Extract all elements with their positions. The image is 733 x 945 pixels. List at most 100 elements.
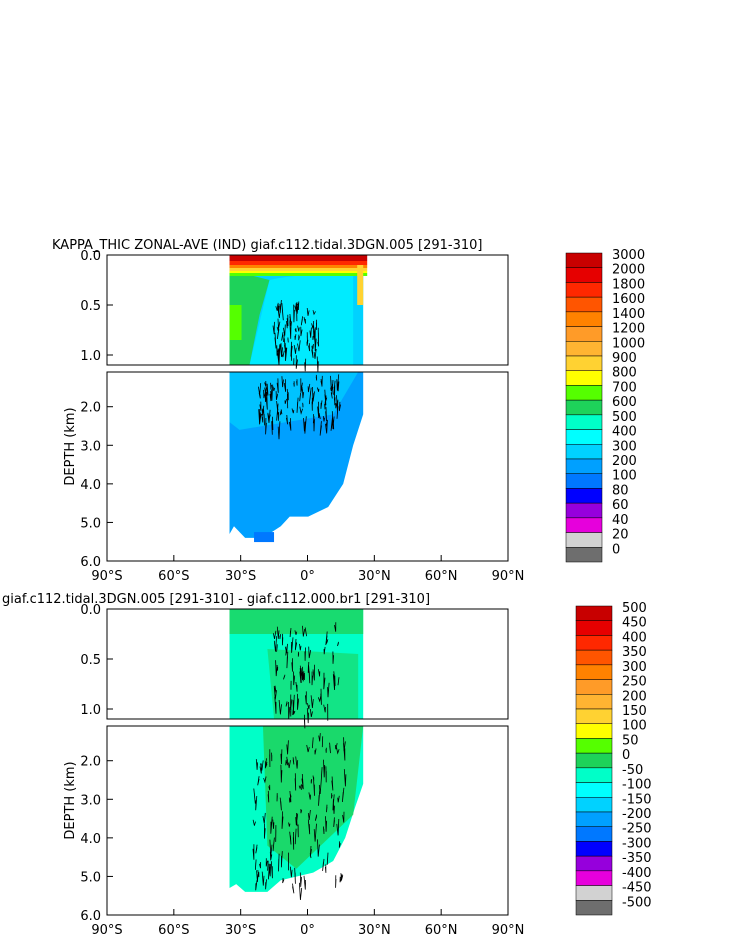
chart-title: giaf.c112.tidal.3DGN.005 [291-310] - gia… [2, 592, 430, 607]
colorbar-label: 100 [612, 469, 637, 484]
colorbar-swatch [575, 752, 613, 769]
colorbar-label: -200 [622, 807, 652, 822]
colorbar-swatch [565, 326, 603, 342]
colorbar-label: -150 [622, 792, 652, 807]
colorbar-label: 1400 [612, 307, 645, 322]
colorbar-swatch [565, 296, 603, 313]
y-axis-label: DEPTH (km) [63, 407, 78, 485]
colorbar-label: 1600 [612, 292, 645, 307]
x-tick-label: 30°N [358, 569, 391, 584]
panel-2: giaf.c112.tidal.3DGN.005 [291-310] - gia… [2, 592, 652, 938]
colorbar-swatch [565, 473, 603, 489]
x-tick-label: 90°S [91, 569, 122, 584]
colorbar-swatch [565, 355, 603, 371]
colorbar-label: -250 [622, 822, 652, 837]
colorbar-swatch [575, 826, 613, 842]
colorbar-swatch [565, 547, 603, 563]
y-tick-label: 1.0 [80, 349, 101, 364]
x-tick-label: 30°S [225, 923, 256, 938]
colorbar-label: 400 [622, 630, 647, 645]
colorbar-swatch [575, 855, 613, 872]
field-upper-top [229, 609, 364, 634]
contour-noise [258, 374, 341, 440]
y-axis-label: DEPTH (km) [63, 761, 78, 839]
colorbar-label: 500 [622, 601, 647, 616]
colorbar-swatch [575, 664, 613, 680]
colorbar-swatch [565, 502, 603, 519]
y-tick-label: 5.0 [80, 516, 101, 531]
contour-noise [252, 733, 347, 901]
colorbar-label: 450 [622, 616, 647, 631]
x-tick-label: 30°S [225, 569, 256, 584]
plot-frame-upper [106, 254, 509, 366]
colorbar-label: -500 [622, 895, 652, 910]
colorbar-swatch [565, 414, 603, 430]
colorbar-label: -350 [622, 851, 652, 866]
x-tick-label: 60°S [158, 569, 189, 584]
colorbar-swatch [565, 341, 603, 357]
colorbar-label: 1000 [612, 336, 645, 351]
colorbar-swatch [565, 267, 603, 283]
y-tick-label: 0.5 [80, 299, 101, 314]
colorbar-label: 100 [622, 719, 647, 734]
colorbar-swatch [575, 841, 613, 857]
colorbar-label: 350 [622, 645, 647, 660]
colorbar-label: 3000 [612, 248, 645, 263]
colorbar-label: 0 [622, 748, 630, 763]
colorbar-label: 80 [612, 483, 629, 498]
colorbar-swatch [575, 767, 613, 783]
panel-1: KAPPA_THIC ZONAL-AVE (IND) giaf.c112.tid… [52, 238, 645, 584]
x-tick-label: 0° [300, 569, 315, 584]
x-tick-label: 60°S [158, 923, 189, 938]
colorbar-swatch [565, 385, 603, 401]
y-tick-label: 4.0 [80, 832, 101, 847]
colorbar-swatch [575, 723, 613, 739]
colorbar-swatch [565, 252, 603, 268]
colorbar-label: 700 [612, 380, 637, 395]
chart-title: KAPPA_THIC ZONAL-AVE (IND) giaf.c112.tid… [52, 238, 483, 253]
colorbar-swatch [565, 370, 603, 386]
colorbar-swatch [565, 399, 603, 416]
plot-frame-upper [106, 608, 509, 720]
colorbar-swatch [575, 605, 613, 621]
colorbar-swatch [575, 738, 613, 754]
x-tick-label: 90°N [492, 569, 525, 584]
field-lower-pos [262, 726, 364, 869]
colorbar-label: 200 [622, 689, 647, 704]
colorbar-label: 800 [612, 366, 637, 381]
colorbar-label: -450 [622, 881, 652, 896]
colorbar-swatch [565, 458, 603, 474]
colorbar-swatch [575, 708, 613, 724]
surface-band [229, 255, 368, 261]
x-tick-label: 90°N [492, 923, 525, 938]
colorbar-label: 300 [612, 439, 637, 454]
colorbar-label: 0 [612, 542, 620, 557]
field-lower-deep [254, 532, 275, 543]
colorbar-swatch [565, 429, 603, 445]
colorbar-label: 500 [612, 410, 637, 425]
colorbar-swatch [575, 635, 613, 651]
surface-band [229, 261, 368, 265]
colorbar-label: -100 [622, 778, 652, 793]
colorbar-label: 600 [612, 395, 637, 410]
colorbar-swatch [565, 444, 603, 460]
colorbar-label: 60 [612, 498, 629, 513]
colorbar-label: -50 [622, 763, 643, 778]
surface-band [229, 271, 368, 273]
colorbar-label: 900 [612, 351, 637, 366]
colorbar-swatch [575, 679, 613, 695]
surface-band [229, 268, 368, 271]
colorbar-label: 150 [622, 704, 647, 719]
colorbar-label: -400 [622, 866, 652, 881]
surface-band [229, 273, 368, 276]
y-tick-label: 4.0 [80, 478, 101, 493]
colorbar-swatch [575, 885, 613, 901]
colorbar-label: 200 [612, 454, 637, 469]
y-tick-label: 0.0 [80, 249, 101, 264]
x-tick-label: 60°N [425, 569, 458, 584]
field-upper-east [357, 265, 364, 305]
colorbar-label: 2000 [612, 263, 645, 278]
colorbar-swatch [575, 797, 613, 813]
y-tick-label: 3.0 [80, 793, 101, 808]
